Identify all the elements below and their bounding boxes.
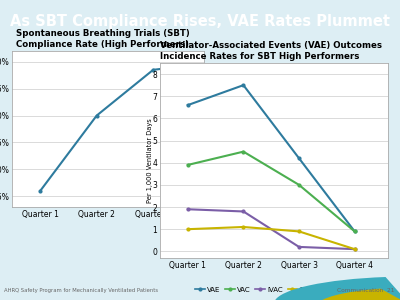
- IVAC: [186, 208, 190, 211]
- Line: VAE: VAE: [186, 83, 357, 233]
- Text: Spontaneous Breathing Trials (SBT)
Compliance Rate (High Performers): Spontaneous Breathing Trials (SBT) Compl…: [16, 29, 190, 49]
- Text: Ventilator-Associated Events (VAE) Outcomes
Incidence Rates for SBT High Perform: Ventilator-Associated Events (VAE) Outco…: [160, 41, 382, 61]
- VAE: [241, 83, 246, 87]
- VAC: [186, 163, 190, 167]
- PVAP: [352, 247, 357, 251]
- Line: PVAP: PVAP: [186, 225, 357, 251]
- VAE: [186, 103, 190, 107]
- Y-axis label: Per 1,000 Ventilator Days: Per 1,000 Ventilator Days: [146, 118, 152, 203]
- Text: AHRQ Safety Program for Mechanically Ventilated Patients: AHRQ Safety Program for Mechanically Ven…: [4, 288, 158, 293]
- Wedge shape: [274, 277, 400, 300]
- VAC: [352, 230, 357, 233]
- Legend: VAE, VAC, IVAC, PVAP: VAE, VAC, IVAC, PVAP: [195, 287, 317, 293]
- VAC: [241, 150, 246, 153]
- Wedge shape: [316, 289, 400, 300]
- Line: VAC: VAC: [186, 150, 357, 233]
- PVAP: [297, 230, 302, 233]
- IVAC: [352, 247, 357, 251]
- VAE: [352, 230, 357, 233]
- VAE: [297, 157, 302, 160]
- PVAP: [186, 227, 190, 231]
- IVAC: [241, 210, 246, 213]
- Text: Communication  21: Communication 21: [337, 288, 394, 293]
- IVAC: [297, 245, 302, 249]
- Line: IVAC: IVAC: [186, 207, 357, 251]
- Text: As SBT Compliance Rises, VAE Rates Plummet: As SBT Compliance Rises, VAE Rates Plumm…: [10, 14, 390, 28]
- PVAP: [241, 225, 246, 229]
- VAC: [297, 183, 302, 187]
